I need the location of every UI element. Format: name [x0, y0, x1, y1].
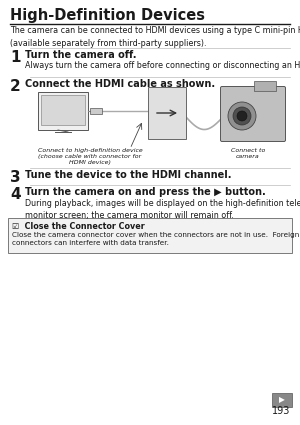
Text: Turn the camera on and press the ▶ button.: Turn the camera on and press the ▶ butto… [25, 187, 266, 197]
Bar [90, 108, 102, 114]
Circle shape [237, 111, 247, 121]
Bar [148, 87, 186, 139]
Text: Connect to
camera: Connect to camera [231, 148, 265, 159]
Bar [254, 81, 276, 91]
Text: Turn the camera off.: Turn the camera off. [25, 50, 136, 60]
Bar [8, 218, 292, 253]
Text: 193: 193 [272, 406, 290, 416]
Text: ☑  Close the Connector Cover: ☑ Close the Connector Cover [12, 222, 145, 231]
Text: ▶: ▶ [279, 396, 285, 405]
Bar [38, 92, 88, 130]
Text: The camera can be connected to HDMI devices using a type C mini-pin HDMI cable
(: The camera can be connected to HDMI devi… [10, 26, 300, 48]
Text: 2: 2 [10, 79, 21, 94]
Text: Tune the device to the HDMI channel.: Tune the device to the HDMI channel. [25, 170, 232, 180]
Text: High-Definition Devices: High-Definition Devices [10, 8, 205, 23]
Text: During playback, images will be displayed on the high-definition television or
m: During playback, images will be displaye… [25, 199, 300, 220]
Bar [272, 393, 292, 407]
Circle shape [228, 102, 256, 130]
Text: Connect the HDMI cable as shown.: Connect the HDMI cable as shown. [25, 79, 215, 89]
Text: 4: 4 [10, 187, 21, 202]
Circle shape [233, 107, 251, 125]
Text: Always turn the camera off before connecting or disconnecting an HDMI cable.: Always turn the camera off before connec… [25, 61, 300, 70]
Text: 1: 1 [10, 50, 20, 65]
Bar [41, 95, 85, 125]
Text: Connect to high-definition device
(choose cable with connector for
HDMI device): Connect to high-definition device (choos… [38, 148, 142, 165]
Text: Close the camera connector cover when the connectors are not in use.  Foreign ma: Close the camera connector cover when th… [12, 232, 300, 246]
FancyBboxPatch shape [220, 87, 286, 142]
Text: 3: 3 [10, 170, 21, 185]
